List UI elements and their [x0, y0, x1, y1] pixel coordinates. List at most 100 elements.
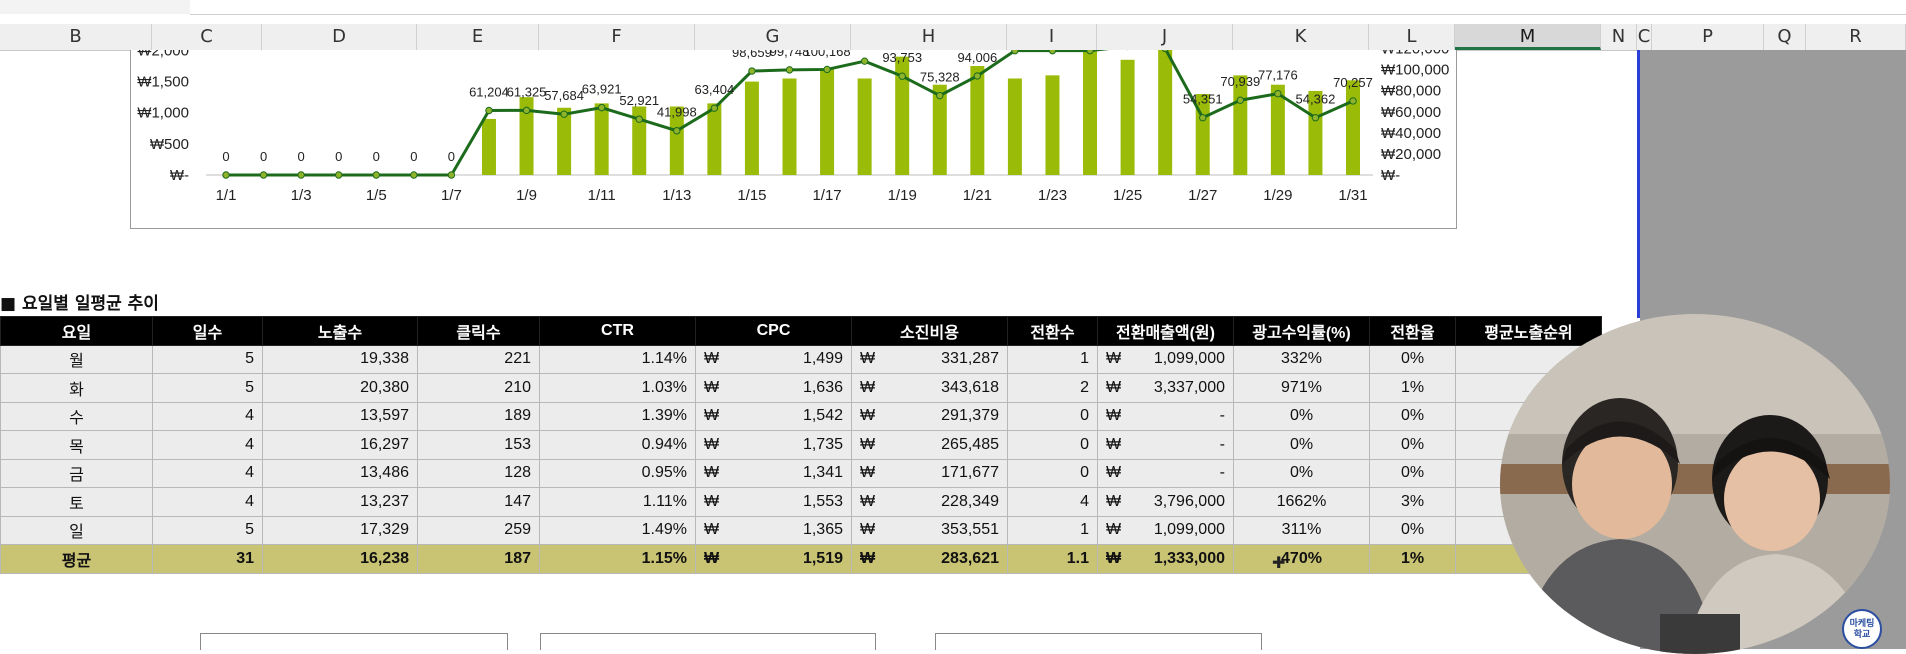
- cell-cost[interactable]: ₩331,287: [851, 344, 1008, 374]
- cell-imp[interactable]: 16,238: [262, 544, 418, 574]
- cell-ctr[interactable]: 1.39%: [539, 401, 696, 431]
- column-header-i[interactable]: I: [1007, 24, 1097, 50]
- cell-rev[interactable]: ₩1,099,000: [1097, 515, 1234, 545]
- cell-roas[interactable]: 311%: [1233, 515, 1370, 545]
- cell-clicks[interactable]: 147: [417, 487, 540, 517]
- cell-cost[interactable]: ₩353,551: [851, 515, 1008, 545]
- cell-day[interactable]: 월: [0, 344, 153, 374]
- cell-ctr[interactable]: 1.03%: [539, 373, 696, 403]
- cell-rev[interactable]: ₩3,796,000: [1097, 487, 1234, 517]
- cell-day[interactable]: 수: [0, 401, 153, 431]
- cell-roas[interactable]: 332%: [1233, 344, 1370, 374]
- cell-rev[interactable]: ₩ -: [1097, 430, 1234, 460]
- column-header-d[interactable]: D: [262, 24, 417, 50]
- cell-conv[interactable]: 2: [1007, 373, 1098, 403]
- cell-ctr[interactable]: 1.15%: [539, 544, 696, 574]
- column-header-m[interactable]: M: [1455, 24, 1601, 50]
- cell-conv[interactable]: 0: [1007, 430, 1098, 460]
- column-header-h[interactable]: H: [851, 24, 1007, 50]
- cell-imp[interactable]: 13,486: [262, 458, 418, 488]
- cell-imp[interactable]: 20,380: [262, 373, 418, 403]
- column-header-g[interactable]: G: [695, 24, 851, 50]
- column-header-p[interactable]: P: [1652, 24, 1764, 50]
- cell-cost[interactable]: ₩228,349: [851, 487, 1008, 517]
- cell-cvr[interactable]: 3%: [1369, 487, 1456, 517]
- cell-days[interactable]: 4: [152, 487, 263, 517]
- cell-conv[interactable]: 1: [1007, 515, 1098, 545]
- cell-clicks[interactable]: 259: [417, 515, 540, 545]
- cell-rev[interactable]: ₩1,099,000: [1097, 344, 1234, 374]
- cell-conv[interactable]: 1: [1007, 344, 1098, 374]
- column-header-r[interactable]: R: [1806, 24, 1906, 50]
- cell-cvr[interactable]: 1%: [1369, 544, 1456, 574]
- column-header-l[interactable]: L: [1369, 24, 1455, 50]
- cell-days[interactable]: 4: [152, 458, 263, 488]
- cell-cpc[interactable]: ₩1,735: [695, 430, 852, 460]
- cell-cost[interactable]: ₩171,677: [851, 458, 1008, 488]
- cell-cvr[interactable]: 1%: [1369, 373, 1456, 403]
- cell-day[interactable]: 금: [0, 458, 153, 488]
- cell-days[interactable]: 5: [152, 373, 263, 403]
- cell-conv[interactable]: 0: [1007, 401, 1098, 431]
- cell-rev[interactable]: ₩1,333,000: [1097, 544, 1234, 574]
- cell-cvr[interactable]: 0%: [1369, 458, 1456, 488]
- cell-days[interactable]: 4: [152, 401, 263, 431]
- cell-day[interactable]: 토: [0, 487, 153, 517]
- cell-days[interactable]: 31: [152, 544, 263, 574]
- cell-imp[interactable]: 13,597: [262, 401, 418, 431]
- cell-days[interactable]: 5: [152, 344, 263, 374]
- cell-days[interactable]: 5: [152, 515, 263, 545]
- cell-clicks[interactable]: 128: [417, 458, 540, 488]
- column-header-b[interactable]: B: [0, 24, 152, 50]
- cell-day[interactable]: 목: [0, 430, 153, 460]
- cell-conv[interactable]: 4: [1007, 487, 1098, 517]
- cell-cvr[interactable]: 0%: [1369, 401, 1456, 431]
- column-header-f[interactable]: F: [539, 24, 695, 50]
- column-header-n[interactable]: N: [1601, 24, 1637, 50]
- cell-ctr[interactable]: 1.49%: [539, 515, 696, 545]
- cell-imp[interactable]: 17,329: [262, 515, 418, 545]
- cell-clicks[interactable]: 221: [417, 344, 540, 374]
- chart-area[interactable]: ₩- ₩500 ₩1,000 ₩1,500 ₩2,000 ₩- ₩20,000 ₩40,000…: [130, 41, 1457, 229]
- cell-roas[interactable]: 971%: [1233, 373, 1370, 403]
- cell-days[interactable]: 4: [152, 430, 263, 460]
- bottom-chart-3[interactable]: [935, 633, 1262, 650]
- formula-bar[interactable]: [190, 0, 1906, 15]
- cell-ctr[interactable]: 0.95%: [539, 458, 696, 488]
- cell-day[interactable]: 평균: [0, 544, 153, 574]
- cell-cost[interactable]: ₩283,621: [851, 544, 1008, 574]
- cell-imp[interactable]: 19,338: [262, 344, 418, 374]
- cell-cost[interactable]: ₩291,379: [851, 401, 1008, 431]
- cell-cpc[interactable]: ₩1,519: [695, 544, 852, 574]
- column-header-j[interactable]: J: [1097, 24, 1233, 50]
- cell-roas[interactable]: 0%: [1233, 401, 1370, 431]
- cell-rev[interactable]: ₩ -: [1097, 458, 1234, 488]
- cell-clicks[interactable]: 210: [417, 373, 540, 403]
- cell-roas[interactable]: 1662%: [1233, 487, 1370, 517]
- column-header-q[interactable]: Q: [1764, 24, 1806, 50]
- cell-cpc[interactable]: ₩1,499: [695, 344, 852, 374]
- cell-cpc[interactable]: ₩1,636: [695, 373, 852, 403]
- cell-imp[interactable]: 16,297: [262, 430, 418, 460]
- cell-cost[interactable]: ₩265,485: [851, 430, 1008, 460]
- cell-ctr[interactable]: 1.11%: [539, 487, 696, 517]
- cell-cost[interactable]: ₩343,618: [851, 373, 1008, 403]
- cell-roas[interactable]: 470%: [1233, 544, 1370, 574]
- column-header-c[interactable]: C: [1637, 24, 1652, 50]
- cell-cpc[interactable]: ₩1,365: [695, 515, 852, 545]
- cell-clicks[interactable]: 189: [417, 401, 540, 431]
- cell-cpc[interactable]: ₩1,341: [695, 458, 852, 488]
- column-header-c[interactable]: C: [152, 24, 262, 50]
- cell-cpc[interactable]: ₩1,542: [695, 401, 852, 431]
- column-header-k[interactable]: K: [1233, 24, 1369, 50]
- cell-rev[interactable]: ₩ -: [1097, 401, 1234, 431]
- cell-rev[interactable]: ₩3,337,000: [1097, 373, 1234, 403]
- cell-imp[interactable]: 13,237: [262, 487, 418, 517]
- cell-cvr[interactable]: 0%: [1369, 515, 1456, 545]
- bottom-chart-2[interactable]: [540, 633, 876, 650]
- cell-conv[interactable]: 0: [1007, 458, 1098, 488]
- cell-ctr[interactable]: 0.94%: [539, 430, 696, 460]
- cell-cvr[interactable]: 0%: [1369, 344, 1456, 374]
- cell-day[interactable]: 일: [0, 515, 153, 545]
- cell-conv[interactable]: 1.1: [1007, 544, 1098, 574]
